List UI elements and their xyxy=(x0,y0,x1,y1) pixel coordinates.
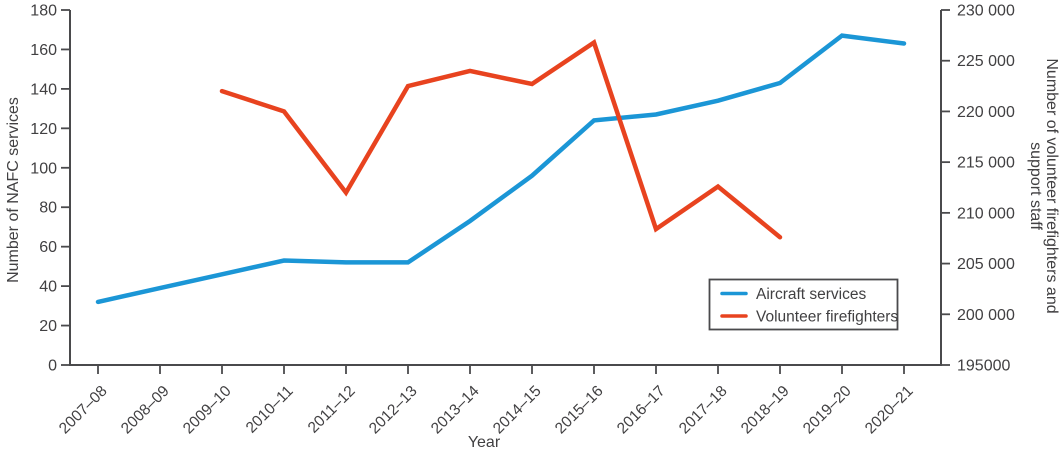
x-axis-tick-label: 2016–17 xyxy=(614,383,669,438)
legend-label: Volunteer firefighters xyxy=(756,309,898,326)
left-axis-tick-label: 20 xyxy=(39,318,57,335)
left-axis-tick-label: 100 xyxy=(30,160,57,177)
right-axis-tick-label: 230 000 xyxy=(957,3,1015,20)
x-axis-tick-label: 2012–13 xyxy=(366,383,421,438)
x-axis-tick-label: 2007–08 xyxy=(56,383,111,438)
left-axis-tick-label: 40 xyxy=(39,279,57,296)
right-axis-tick-label: 215 000 xyxy=(957,155,1015,172)
left-axis-tick-label: 120 xyxy=(30,121,57,138)
x-axis-tick-label: 2020–21 xyxy=(862,383,917,438)
x-axis-tick-label: 2014–15 xyxy=(490,383,545,438)
x-axis-tick-label: 2019–20 xyxy=(800,382,855,437)
left-axis-tick-label: 140 xyxy=(30,81,57,98)
aircraft-services-line xyxy=(95,33,907,305)
right-axis-title-line1: Number of volunteer firefighters and xyxy=(1043,58,1060,313)
x-axis-tick-label: 2015–16 xyxy=(552,383,607,438)
x-axis-tick-label: 2008–09 xyxy=(118,383,173,438)
x-axis-tick-label: 2018–19 xyxy=(738,383,793,438)
x-axis-tick-label: 2009–10 xyxy=(180,382,235,437)
x-axis-tick-label: 2011–12 xyxy=(305,383,359,437)
right-axis-tick-label: 195000 xyxy=(957,358,1010,375)
right-axis-tick-label: 220 000 xyxy=(957,104,1015,121)
left-axis-tick-label: 180 xyxy=(30,3,57,20)
volunteer-firefighters-line xyxy=(219,38,783,240)
left-axis-tick-label: 160 xyxy=(30,42,57,59)
legend-label: Aircraft services xyxy=(756,286,866,303)
right-axis-tick-label: 205 000 xyxy=(957,256,1015,273)
x-axis-tick-label: 2010–11 xyxy=(243,383,297,437)
x-axis-title: Year xyxy=(468,434,501,451)
left-axis-tick-label: 0 xyxy=(48,358,57,375)
left-axis-tick-label: 80 xyxy=(39,200,57,217)
legend-box xyxy=(708,278,899,331)
right-axis-tick-label: 210 000 xyxy=(957,205,1015,222)
left-axis-title: Number of NAFC services xyxy=(5,97,22,283)
right-axis-tick-label: 200 000 xyxy=(957,307,1015,324)
right-axis-title-line2: support staff xyxy=(1027,142,1044,230)
x-axis-tick-label: 2013–14 xyxy=(428,382,483,437)
x-axis-tick-label: 2017–18 xyxy=(676,383,731,438)
left-axis-tick-label: 60 xyxy=(39,239,57,256)
right-axis-tick-label: 225 000 xyxy=(957,53,1015,70)
